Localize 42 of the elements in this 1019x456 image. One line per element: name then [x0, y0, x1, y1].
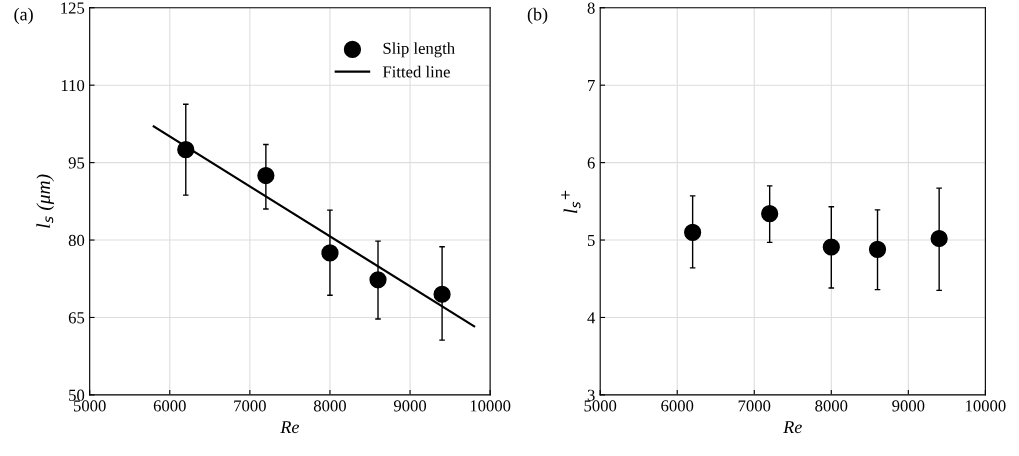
legend-label: Slip length	[383, 42, 455, 58]
y-tick-label: 3	[587, 389, 595, 401]
point	[369, 271, 387, 289]
x-tick-label: 10000	[966, 400, 1006, 412]
point	[761, 205, 779, 223]
x-tick-label: 7000	[234, 400, 266, 412]
point	[257, 166, 275, 185]
x-axis-title: Re	[280, 421, 300, 434]
point	[822, 238, 840, 256]
x-tick-label: 6000	[153, 400, 186, 412]
y-tick-label: 4	[587, 312, 596, 324]
x-tick-label: 10000	[470, 400, 511, 412]
point	[930, 229, 948, 248]
legend-label: Fitted line	[382, 65, 450, 78]
y-tick-label: 5	[587, 234, 595, 246]
point	[321, 244, 339, 262]
x-axis-title: Re	[783, 421, 802, 434]
x-tick-label: 6000	[661, 400, 694, 412]
y-tick-label: 7	[588, 80, 595, 91]
y-axis-title: l$_{s}$ (μm)	[36, 174, 55, 228]
y-tick-label: 95	[68, 157, 85, 169]
x-tick-label: 8000	[815, 400, 848, 412]
y-tick-label: 65	[68, 312, 85, 324]
y-tick-label: 125	[61, 2, 85, 14]
x-tick-label: 9000	[892, 400, 925, 412]
x-tick-label: 9000	[393, 400, 427, 412]
x-tick-label: 5000	[584, 400, 617, 412]
y-tick-label: 6	[587, 157, 595, 169]
x-tick-label: 8000	[313, 400, 346, 412]
point	[684, 223, 702, 241]
point	[177, 141, 195, 159]
y-tick-label: 110	[61, 79, 85, 92]
y-tick-label: 50	[69, 389, 85, 401]
y-tick-label: 80	[68, 234, 85, 246]
y-axis-title: l$_{s}$$^{+}$	[561, 190, 581, 214]
point	[868, 240, 887, 258]
x-tick-label: 7000	[738, 400, 771, 412]
chart-title: (b)	[527, 7, 548, 25]
y-tick-label: 8	[587, 2, 595, 14]
point	[433, 285, 451, 303]
x-tick-label: 5000	[73, 400, 106, 412]
chart-title: (a)	[14, 7, 33, 25]
